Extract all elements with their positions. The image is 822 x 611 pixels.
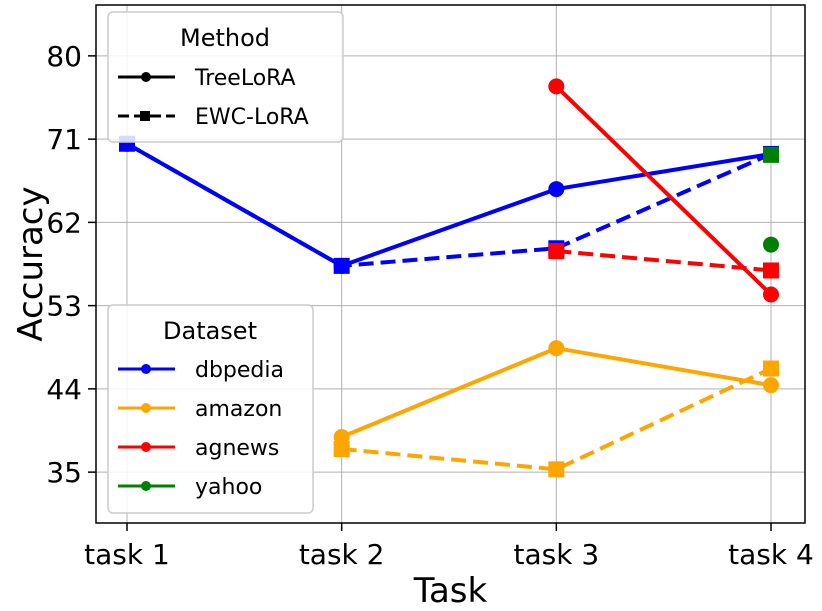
method-legend-entry-treelora: TreeLoRA: [118, 66, 296, 91]
x-tick-label-task-1: task 1: [84, 538, 170, 571]
dataset-legend-entry-dbpedia: dbpedia: [118, 358, 284, 383]
plot-area-frame: [95, 4, 806, 524]
series-agnews-ewc-lora: [548, 243, 779, 279]
series-yahoo-treelora: [763, 236, 779, 253]
x-axis-title: Task: [413, 571, 488, 611]
point-dbpedia-treelora-task-3: [548, 181, 565, 198]
dataset-legend-marker-yahoo: [141, 481, 151, 491]
series-amazon-treelora: [333, 340, 779, 445]
point-yahoo-ewc-lora-task-4: [763, 146, 779, 163]
y-tick-label-35: 35: [46, 456, 82, 489]
point-amazon-ewc-lora-task-4: [763, 360, 779, 377]
point-amazon-treelora-task-3: [548, 340, 565, 357]
method-legend-entry-ewc-lora: EWC-LoRA: [118, 105, 309, 130]
series-yahoo-ewc-lora: [763, 146, 779, 163]
method-legend-marker-ewc-lora: [140, 111, 150, 121]
y-tick-label-62: 62: [46, 206, 82, 239]
point-amazon-ewc-lora-task-2: [333, 441, 350, 457]
dataset-legend-marker-amazon: [141, 403, 151, 413]
method-legend-box: [107, 11, 344, 143]
method-legend-title: Method: [180, 24, 270, 52]
method-legend-label-ewc-lora: EWC-LoRA: [195, 105, 309, 130]
series-line-agnews-treelora: [554, 84, 773, 296]
point-agnews-ewc-lora-task-4: [763, 262, 779, 279]
y-tick-label-80: 80: [46, 40, 82, 73]
axis-ticks: 35 44 53 62 71 80 task 1 task 2 task 3 task 4: [46, 40, 813, 571]
y-tick-label-53: 53: [46, 290, 82, 323]
point-amazon-treelora-task-4: [763, 377, 779, 394]
dataset-legend-label-amazon: amazon: [195, 397, 282, 422]
dataset-legend-entries: dbpedia amazon agnews yahoo: [118, 358, 284, 500]
dataset-legend-label-agnews: agnews: [195, 436, 279, 461]
dataset-legend-label-yahoo: yahoo: [195, 475, 262, 500]
point-yahoo-treelora-task-4: [763, 236, 779, 253]
method-legend-entries: TreeLoRA EWC-LoRA: [118, 66, 309, 130]
x-tick-label-task-3: task 3: [514, 538, 600, 571]
dataset-legend-box: [107, 304, 314, 514]
point-agnews-treelora-task-4: [763, 286, 779, 303]
point-dbpedia-ewc-lora-task-2: [333, 257, 350, 274]
series-line-dbpedia-ewc-lora: [126, 142, 772, 268]
series-line-dbpedia-treelora: [126, 142, 772, 268]
dataset-legend-entry-amazon: amazon: [118, 397, 282, 422]
x-tick-label-task-2: task 2: [299, 538, 385, 571]
y-tick-label-44: 44: [46, 373, 82, 406]
series-line-amazon-ewc-lora: [341, 366, 772, 472]
point-amazon-ewc-lora-task-3: [548, 461, 565, 478]
point-agnews-ewc-lora-task-3: [548, 243, 565, 260]
dataset-legend-entry-yahoo: yahoo: [118, 475, 262, 500]
dataset-legend: Dataset dbpedia amazon agnews yahoo: [107, 304, 314, 514]
dataset-legend-marker-agnews: [141, 442, 151, 452]
dataset-legend-label-dbpedia: dbpedia: [195, 358, 284, 383]
method-legend-marker-treelora: [141, 72, 151, 82]
dataset-legend-marker-dbpedia: [141, 364, 151, 374]
dataset-legend-entry-agnews: agnews: [118, 436, 279, 461]
method-legend: Method TreeLoRA EWC-LoRA: [107, 11, 344, 143]
method-legend-label-treelora: TreeLoRA: [194, 66, 296, 91]
series-agnews-treelora: [548, 78, 779, 303]
dataset-legend-title: Dataset: [163, 317, 257, 345]
y-tick-label-71: 71: [46, 123, 82, 156]
series-layer: [119, 78, 779, 478]
series-line-agnews-ewc-lora: [556, 249, 772, 273]
x-tick-label-task-4: task 4: [728, 538, 814, 571]
point-agnews-treelora-task-3: [548, 78, 565, 95]
y-axis-title: Accuracy: [11, 186, 51, 341]
point-amazon-treelora-task-2: [333, 428, 350, 445]
series-amazon-ewc-lora: [333, 360, 779, 478]
